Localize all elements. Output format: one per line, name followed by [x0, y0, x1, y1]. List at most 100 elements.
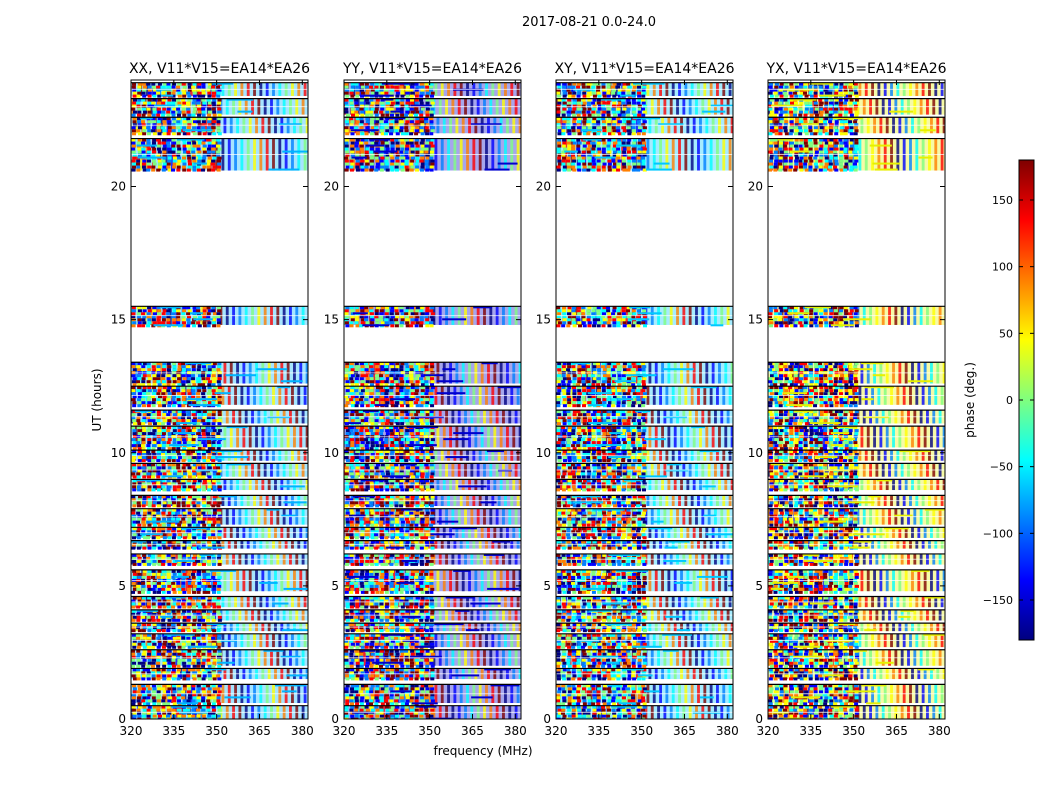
noise-cell — [162, 639, 167, 643]
noise-cell — [211, 684, 216, 688]
noise-cell — [409, 575, 414, 579]
noise-cell — [211, 422, 216, 426]
noise-cell — [132, 504, 137, 508]
noise-cell — [196, 517, 201, 521]
noise-cell — [131, 147, 136, 151]
noise-cell — [196, 120, 201, 124]
noise-cell — [389, 596, 394, 600]
noise-cell — [187, 85, 192, 89]
noise-cell — [141, 671, 146, 675]
noise-cell — [136, 546, 141, 550]
noise-cell — [157, 602, 162, 606]
noise-cell — [201, 85, 206, 89]
noise-cell — [172, 504, 177, 508]
noise-cell — [420, 543, 425, 547]
noise-cell — [137, 395, 142, 399]
noise-cell — [161, 126, 166, 130]
noise-cell — [136, 475, 141, 479]
noise-cell — [156, 511, 161, 515]
noise-cell — [202, 416, 207, 420]
noise-cell — [350, 569, 355, 573]
noise-cell — [137, 466, 142, 470]
noise-cell — [141, 587, 146, 591]
noise-cell — [171, 711, 176, 715]
noise-cell — [212, 687, 217, 691]
noise-cell — [385, 711, 390, 715]
noise-cell — [176, 479, 181, 483]
noise-cell — [349, 615, 354, 619]
noise-cell — [197, 150, 202, 154]
noise-cell — [207, 609, 212, 613]
noise-cell — [166, 602, 171, 606]
noise-cell — [132, 321, 137, 325]
noise-cell — [419, 572, 424, 576]
noise-cell — [425, 590, 430, 594]
noise-cell — [187, 596, 192, 600]
noise-cell — [191, 661, 196, 665]
noise-cell — [166, 546, 171, 550]
noise-cell — [212, 377, 217, 381]
noise-cell — [186, 615, 191, 619]
noise-cell — [181, 636, 186, 640]
noise-cell — [151, 668, 156, 672]
noise-cell — [404, 684, 409, 688]
noise-cell — [419, 708, 424, 712]
noise-cell — [370, 633, 375, 637]
noise-cell — [152, 546, 157, 550]
noise-cell — [181, 569, 186, 573]
noise-cell — [156, 699, 161, 703]
noise-cell — [424, 572, 429, 576]
noise-cell — [146, 605, 151, 609]
noise-cell — [202, 559, 207, 563]
noise-cell — [211, 147, 216, 151]
noise-cell — [167, 120, 172, 124]
noise-cell — [151, 511, 156, 515]
noise-cell — [186, 368, 191, 372]
noise-cell — [354, 690, 359, 694]
noise-cell — [166, 82, 171, 86]
noise-cell — [211, 636, 216, 640]
noise-cell — [171, 132, 176, 136]
noise-cell — [176, 508, 181, 512]
noise-cell — [172, 559, 177, 563]
noise-cell — [410, 693, 415, 697]
noise-cell — [355, 668, 360, 672]
noise-cell — [176, 113, 181, 117]
noise-cell — [172, 469, 177, 473]
noise-cell — [181, 626, 186, 630]
noise-cell — [197, 649, 202, 653]
noise-cell — [157, 129, 162, 133]
noise-cell — [404, 702, 409, 706]
noise-cell — [141, 652, 146, 656]
noise-cell — [365, 687, 370, 691]
noise-cell — [202, 690, 207, 694]
noise-cell — [136, 530, 141, 534]
noise-cell — [186, 450, 191, 454]
noise-cell — [162, 508, 167, 512]
noise-cell — [171, 684, 176, 688]
noise-cell — [217, 401, 222, 405]
noise-cell — [202, 508, 207, 512]
noise-cell — [172, 380, 177, 384]
noise-cell — [216, 504, 221, 508]
noise-cell — [131, 530, 136, 534]
noise-cell — [217, 395, 222, 399]
panel-frame — [130, 79, 309, 720]
noise-cell — [167, 533, 172, 537]
noise-cell — [132, 441, 137, 445]
noise-cell — [147, 626, 152, 630]
noise-cell — [202, 324, 207, 328]
noise-cell — [152, 530, 157, 534]
noise-cell — [355, 553, 360, 557]
noise-cell — [141, 599, 146, 603]
noise-cell — [141, 543, 146, 547]
noise-cell — [374, 618, 379, 622]
noise-cell — [355, 530, 360, 534]
noise-cell — [167, 482, 172, 486]
noise-cell — [420, 575, 425, 579]
noise-cell — [420, 684, 425, 688]
noise-cell — [157, 150, 162, 154]
noise-cell — [217, 362, 222, 366]
noise-cell — [172, 495, 177, 499]
noise-cell — [151, 365, 156, 369]
